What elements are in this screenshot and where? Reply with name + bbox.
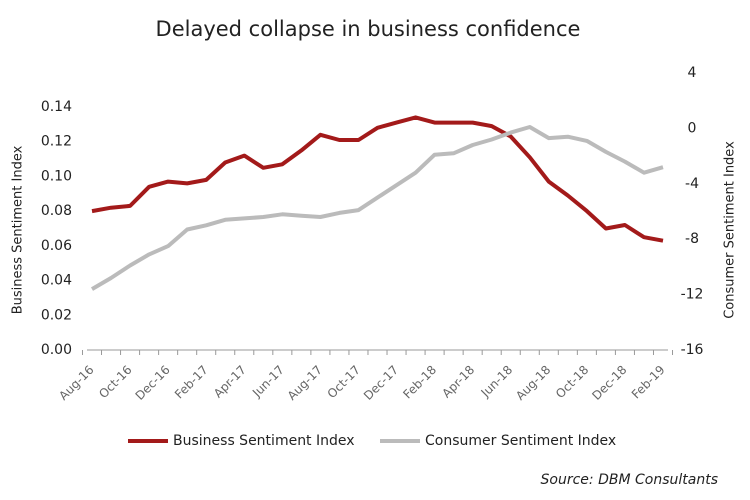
series-line — [91, 115, 664, 243]
x-tick-label: Oct-18 — [553, 363, 591, 401]
x-tick-label: Dec-16 — [133, 363, 173, 403]
x-tick-label: Feb-19 — [629, 363, 668, 402]
y-axis-label: Business Sentiment Index — [11, 145, 26, 314]
x-tick-label: Aug-16 — [56, 363, 96, 403]
x-tick-label: Feb-18 — [400, 363, 439, 402]
y2-tick-label: 0 — [688, 120, 697, 136]
x-tick-label: Oct-16 — [96, 363, 134, 401]
y-tick-label: 0.12 — [41, 134, 72, 150]
y2-tick-label: -4 — [685, 176, 699, 192]
y-tick-label: 0.06 — [41, 238, 72, 254]
x-tick-label: Feb-17 — [172, 363, 211, 402]
x-tick-label: Aug-18 — [513, 363, 553, 403]
x-tick-label: Jun-18 — [478, 363, 516, 401]
x-tick-label: Dec-18 — [589, 363, 629, 403]
source: Source: DBM Consultants — [541, 472, 718, 488]
x-tick-label: Jun-17 — [249, 363, 287, 401]
y-tick-label: 0.00 — [41, 342, 72, 358]
x-tick-label: Oct-17 — [325, 363, 363, 401]
series-line — [90, 125, 664, 291]
y2-tick-label: 4 — [688, 65, 697, 81]
y2-axis-label: Consumer Sentiment Index — [723, 141, 738, 319]
y-tick-label: 0.02 — [41, 307, 72, 323]
y-tick-label: 0.10 — [41, 168, 72, 184]
chart-title: Delayed collapse in business confidence — [156, 17, 581, 41]
x-tick-label: Apr-18 — [439, 363, 477, 401]
legend-label: Consumer Sentiment Index — [425, 433, 616, 449]
x-tick-label: Apr-17 — [211, 363, 249, 401]
x-tick-label: Aug-17 — [285, 363, 325, 403]
legend-label: Business Sentiment Index — [173, 433, 355, 449]
y-tick-label: 0.14 — [41, 99, 72, 115]
y2-tick-label: -16 — [681, 342, 704, 358]
y-tick-label: 0.04 — [41, 273, 72, 289]
y-tick-label: 0.08 — [41, 203, 72, 219]
x-tick-label: Dec-17 — [361, 363, 401, 403]
y2-tick-label: -8 — [685, 231, 699, 247]
y2-tick-label: -12 — [681, 287, 704, 303]
